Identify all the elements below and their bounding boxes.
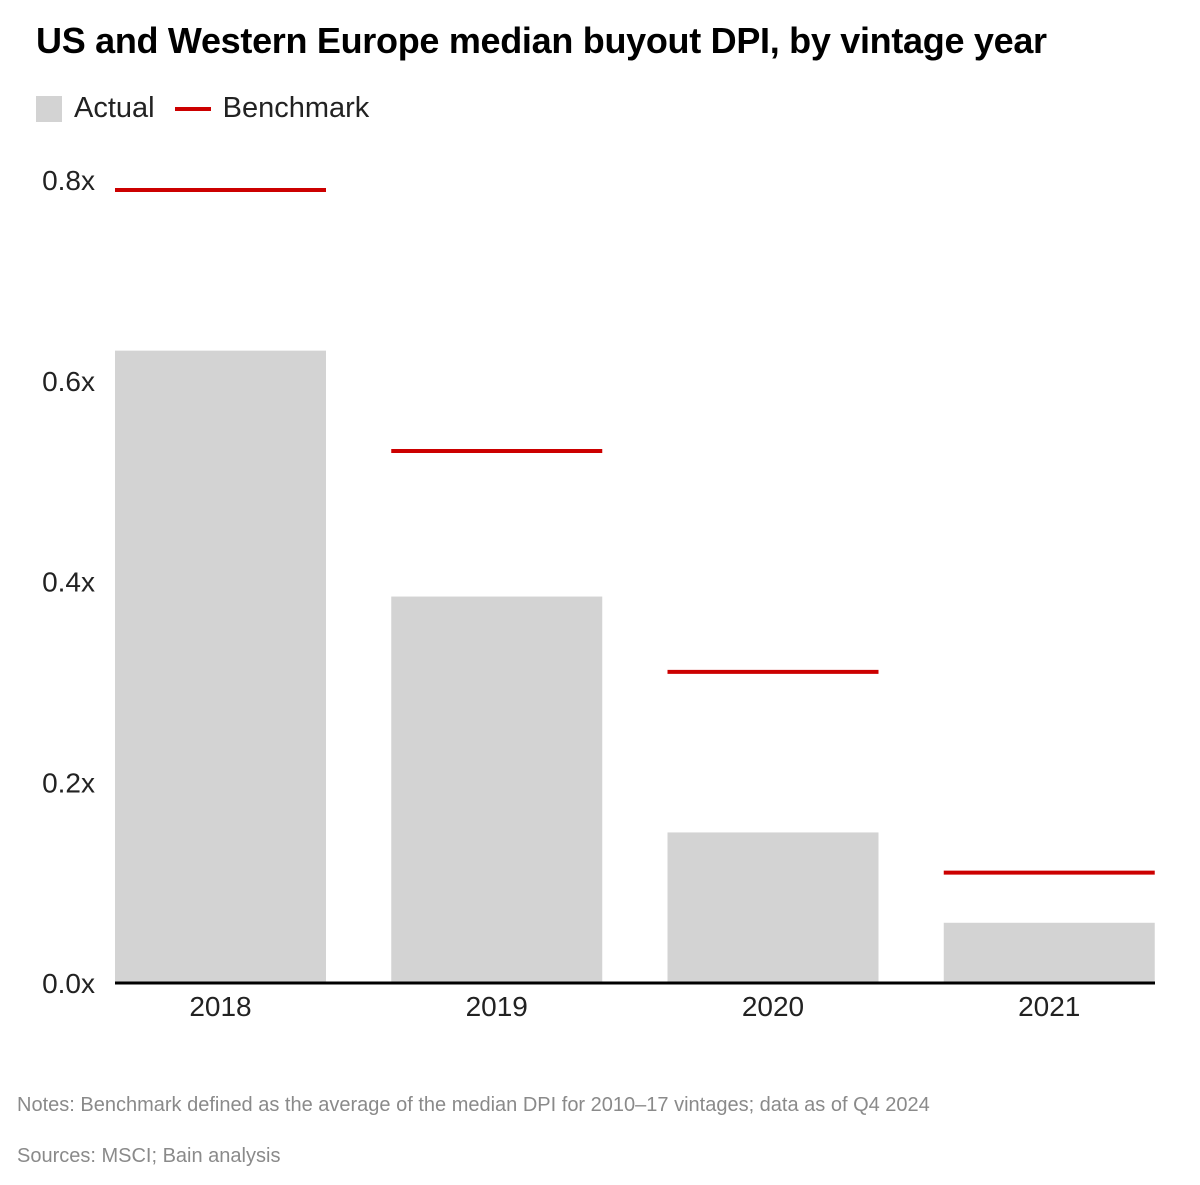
x-tick-label: 2021 — [1018, 991, 1080, 1022]
y-tick-label: 0.2x — [42, 767, 95, 798]
legend-swatch-actual — [36, 95, 62, 122]
x-tick-label: 2020 — [742, 991, 804, 1022]
legend: Actual Benchmark — [36, 92, 369, 125]
bar-actual-2021 — [943, 922, 1155, 983]
bar-actual-2019 — [391, 596, 603, 983]
notes-text: Notes: Benchmark defined as the average … — [17, 1094, 930, 1116]
y-tick-label: 0.6x — [42, 366, 95, 397]
sources-text: Sources: MSCI; Bain analysis — [17, 1145, 281, 1167]
legend-label-actual: Actual — [74, 92, 155, 124]
x-tick-label: 2019 — [466, 991, 528, 1022]
bar-actual-2018 — [115, 350, 326, 983]
legend-swatch-benchmark — [174, 106, 211, 111]
legend-label-benchmark: Benchmark — [222, 92, 370, 124]
x-tick-label: 2018 — [189, 991, 251, 1022]
y-tick-label: 0.4x — [42, 567, 95, 598]
y-tick-label: 0.0x — [42, 968, 95, 999]
bar-actual-2020 — [667, 832, 879, 983]
y-tick-label: 0.8x — [42, 165, 95, 196]
chart-title: US and Western Europe median buyout DPI,… — [36, 20, 1047, 61]
